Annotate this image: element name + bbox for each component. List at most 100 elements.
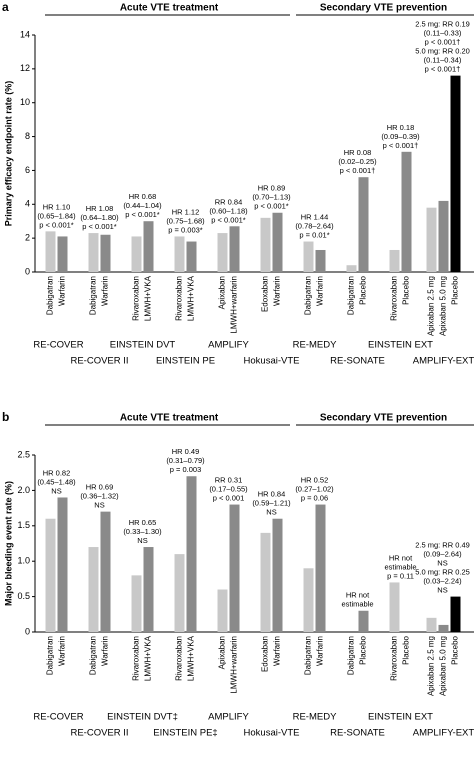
bar xyxy=(229,226,240,272)
annotation: p < 0.001* xyxy=(39,220,73,229)
y-tick-label: 4 xyxy=(25,199,30,209)
bar-label: LMWH+warfarin xyxy=(230,276,239,334)
annotation: 2.5 mg: RR 0.49 xyxy=(415,541,470,550)
bar-label: Placebo xyxy=(359,275,368,304)
annotation: p < 0.001† xyxy=(340,166,376,175)
bar-label: Placebo xyxy=(402,275,411,304)
bar-label: Dabigatran xyxy=(304,276,313,315)
trial-label: RE-COVER II xyxy=(70,728,128,739)
bar xyxy=(174,236,185,272)
y-tick-label: 14 xyxy=(20,29,30,39)
bar xyxy=(100,234,111,272)
annotation: HR 1.44 xyxy=(301,213,329,222)
bar-label: LMWH+warfarin xyxy=(230,636,239,694)
annotation: NS xyxy=(266,508,276,517)
panel-label: b xyxy=(2,410,9,424)
y-tick-label: 10 xyxy=(20,97,30,107)
trial-label: EINSTEIN DVT‡ xyxy=(107,712,178,723)
annotation: HR 1.10 xyxy=(43,202,71,211)
annotation: (0.65–1.84) xyxy=(37,211,76,220)
bar xyxy=(217,233,228,272)
y-tick-label: 6 xyxy=(25,165,30,175)
annotation: (0.78–2.64) xyxy=(295,222,334,231)
bar-label: Dabigatran xyxy=(347,636,356,675)
bar-label: Rivaroxaban xyxy=(175,636,184,681)
annotation: RR 0.84 xyxy=(215,197,243,206)
bar xyxy=(426,207,437,272)
annotation: p < 0.001 xyxy=(213,494,245,503)
bar xyxy=(131,236,142,272)
annotation: HR 0.82 xyxy=(43,468,71,477)
bar xyxy=(229,504,240,632)
annotation: (0.70–1.13) xyxy=(252,193,291,202)
annotation: (0.44–1.04) xyxy=(123,201,162,210)
bar xyxy=(358,610,369,632)
bar xyxy=(174,554,185,632)
bar xyxy=(389,249,400,272)
annotation: HR 0.84 xyxy=(258,490,286,499)
bar xyxy=(217,589,228,632)
trial-label: Hokusai-VTE xyxy=(244,356,300,367)
annotation: p < 0.001* xyxy=(254,202,288,211)
bar xyxy=(346,265,357,272)
trial-label: RE-COVER xyxy=(33,340,83,351)
annotation: (0.03–2.24) xyxy=(423,577,462,586)
bar-label: LMWH+VKA xyxy=(144,275,153,321)
trial-label: AMPLIFY-EXT xyxy=(413,728,474,739)
bar-label: Dabigatran xyxy=(347,276,356,315)
bar-label: Rivaroxaban xyxy=(175,276,184,321)
y-tick-label: 0 xyxy=(25,266,30,276)
bar-label: Placebo xyxy=(451,275,460,304)
bar-label: LMWH+VKA xyxy=(187,635,196,681)
annotation: NS xyxy=(94,501,104,510)
bar xyxy=(272,518,283,632)
bar-label: Warfarin xyxy=(316,636,325,666)
annotation: HR 0.52 xyxy=(301,476,329,485)
bar-label: Placebo xyxy=(359,635,368,664)
bar-label: Dabigatran xyxy=(46,276,55,315)
annotation: p < 0.001† xyxy=(383,141,419,150)
annotation: RR 0.31 xyxy=(215,476,243,485)
annotation: (0.36–1.32) xyxy=(80,492,119,501)
bar xyxy=(88,547,99,632)
bar-label: Edoxaban xyxy=(261,636,270,672)
bar xyxy=(272,212,283,272)
annotation: NS xyxy=(437,586,447,595)
annotation: HR 0.65 xyxy=(129,518,157,527)
bar-label: Apixaban 5.0 mg xyxy=(439,636,448,696)
y-tick-label: 2.0 xyxy=(17,485,30,495)
bar xyxy=(260,217,271,272)
y-axis-label: Major bleeding event rate (%) xyxy=(3,481,13,606)
bar xyxy=(57,236,68,272)
trial-label: EINSTEIN PE xyxy=(156,356,215,367)
trial-label: AMPLIFY xyxy=(208,340,249,351)
annotation: (0.31–0.79) xyxy=(166,456,205,465)
annotation: (0.75–1.68) xyxy=(166,216,205,225)
annotation: HR 0.89 xyxy=(258,184,286,193)
annotation: p = 0.003 xyxy=(170,465,202,474)
annotation: 2.5 mg: RR 0.19 xyxy=(415,20,470,29)
annotation: (0.27–1.02) xyxy=(295,485,334,494)
y-tick-label: 1.0 xyxy=(17,556,30,566)
bar xyxy=(131,575,142,632)
trial-label: RE-MEDY xyxy=(293,712,337,723)
annotation: HR 1.12 xyxy=(172,207,200,216)
trial-label: EINSTEIN EXT xyxy=(368,712,433,723)
annotation: HR 0.69 xyxy=(86,483,114,492)
annotation: p < 0.001* xyxy=(125,210,159,219)
bar-label: Apixaban xyxy=(218,276,227,309)
y-tick-label: 2.5 xyxy=(17,449,30,459)
bar-label: Warfarin xyxy=(58,276,67,306)
trial-label: EINSTEIN EXT xyxy=(368,340,433,351)
annotation: (0.09–0.39) xyxy=(381,132,420,141)
bar xyxy=(389,582,400,632)
bar xyxy=(186,476,197,632)
section-header: Secondary VTE prevention xyxy=(320,413,447,424)
bar xyxy=(303,568,314,632)
trial-label: RE-COVER xyxy=(33,712,83,723)
section-header: Acute VTE treatment xyxy=(120,3,219,14)
y-tick-label: 0.5 xyxy=(17,591,30,601)
y-tick-label: 1.5 xyxy=(17,520,30,530)
annotation: (0.33–1.30) xyxy=(123,527,162,536)
